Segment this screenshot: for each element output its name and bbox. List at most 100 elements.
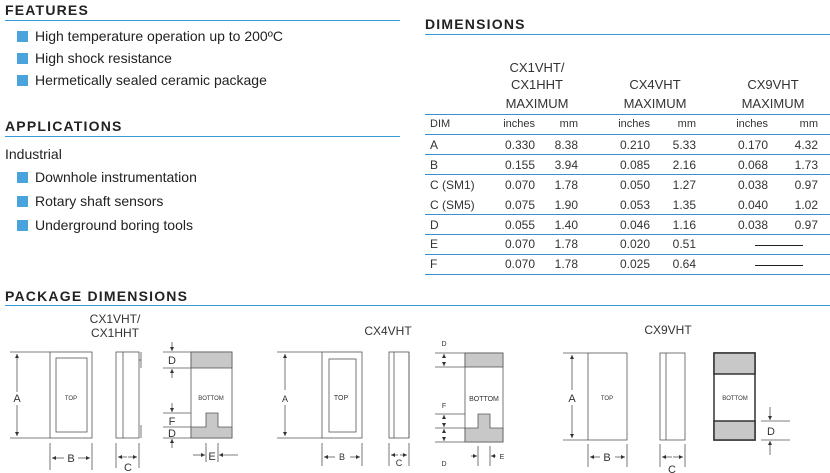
cx1-label: CX1VHT/ [90,312,141,326]
bullet-icon [17,75,28,86]
divider [5,20,400,21]
dim-e-label: E [208,451,215,463]
value-cell: 3.94 [554,158,578,172]
bullet-icon [17,220,28,231]
value-cell: 0.085 [619,158,650,172]
value-cell: 5.33 [672,138,696,152]
value-cell: 0.210 [619,138,650,152]
table-rule [425,254,830,255]
bottom-label: BOTTOM [198,396,224,402]
value-cell: 0.170 [737,138,768,152]
cx1-drawing [10,342,238,470]
table-rule [425,134,830,135]
dim-d-label: D [168,355,176,367]
bottom-label: BOTTOM [722,396,748,402]
dim-c-label: C [668,464,676,473]
divider [5,305,830,306]
value-cell: 1.27 [672,178,696,192]
value-cell: 0.040 [737,198,768,212]
dim-cell: B [430,158,439,172]
not-applicable-dash [755,245,803,246]
dim-cell: C (SM1) [430,178,475,192]
value-cell: 1.16 [672,218,696,232]
divider [5,136,400,137]
column-qualifier: MAXIMUM [505,96,569,111]
table-rule [425,234,830,235]
header-inches: inches [736,118,768,130]
value-cell: 0.070 [504,237,535,251]
application-item: Downhole instrumentation [35,169,197,185]
value-cell: 8.38 [554,138,578,152]
dim-e-label: E [500,454,505,461]
value-cell: 0.020 [619,237,650,251]
feature-item: Hermetically sealed ceramic package [35,72,267,88]
bullet-icon [17,31,28,42]
value-cell: 1.73 [794,158,818,172]
package-dimensions-heading: PACKAGE DIMENSIONS [5,288,189,304]
value-cell: 0.038 [737,178,768,192]
value-cell: 4.32 [794,138,818,152]
dim-cell: D [430,218,439,232]
dimensions-heading: DIMENSIONS [425,16,526,32]
dim-b-label: B [603,452,610,464]
bullet-icon [17,53,28,64]
column-qualifier: MAXIMUM [623,96,687,111]
column-name: CX1HHT [510,77,563,92]
dim-c-label: C [396,458,403,468]
value-cell: 1.78 [554,257,578,271]
dim-a-label: A [282,394,288,404]
top-label: TOP [65,396,77,402]
dim-cell: F [430,257,438,271]
cx4-drawing [277,351,504,466]
bottom-label: BOTTOM [469,396,499,403]
dim-cell: C (SM5) [430,198,475,212]
value-cell: 1.78 [554,237,578,251]
not-applicable-dash [755,265,803,266]
value-cell: 1.90 [554,198,578,212]
dim-d-label: D [767,426,775,438]
application-item: Underground boring tools [35,217,193,233]
value-cell: 0.055 [504,218,535,232]
cx4-label: CX4VHT [364,324,412,338]
feature-item: High temperature operation up to 200ºC [35,28,283,44]
dim-d-label: D [441,461,446,468]
column-name-line1: CX1VHT/ [509,60,565,75]
cx9-label: CX9VHT [644,323,692,337]
value-cell: 0.070 [504,178,535,192]
header-mm: mm [799,118,818,130]
dim-a-label: A [568,393,576,405]
value-cell: 0.330 [504,138,535,152]
feature-item: High shock resistance [35,50,172,66]
value-cell: 0.64 [672,257,696,271]
header-dim: DIM [430,118,451,130]
column-name: CX9VHT [747,77,799,92]
dim-b-label: B [67,453,74,465]
value-cell: 0.070 [504,257,535,271]
dim-b-label: B [339,452,345,462]
value-cell: 1.35 [672,198,696,212]
header-inches: inches [618,118,650,130]
table-rule [425,214,830,215]
application-item: Rotary shaft sensors [35,193,164,209]
value-cell: 1.40 [554,218,578,232]
bullet-icon [17,172,28,183]
features-heading: FEATURES [5,2,90,18]
column-name: CX4VHT [629,77,681,92]
applications-subheading: Industrial [5,146,62,162]
dim-c-label: C [124,462,132,473]
value-cell: 2.16 [672,158,696,172]
table-rule [425,154,830,155]
top-label: TOP [601,396,613,402]
applications-heading: APPLICATIONS [5,118,123,134]
value-cell: 0.068 [737,158,768,172]
value-cell: 0.038 [737,218,768,232]
dim-cell: E [430,237,439,251]
value-cell: 0.51 [672,237,696,251]
table-rule [425,174,830,175]
dim-d-label: D [168,428,176,440]
value-cell: 0.046 [619,218,650,232]
bullet-icon [17,196,28,207]
dim-cell: A [430,138,439,152]
header-mm: mm [677,118,696,130]
